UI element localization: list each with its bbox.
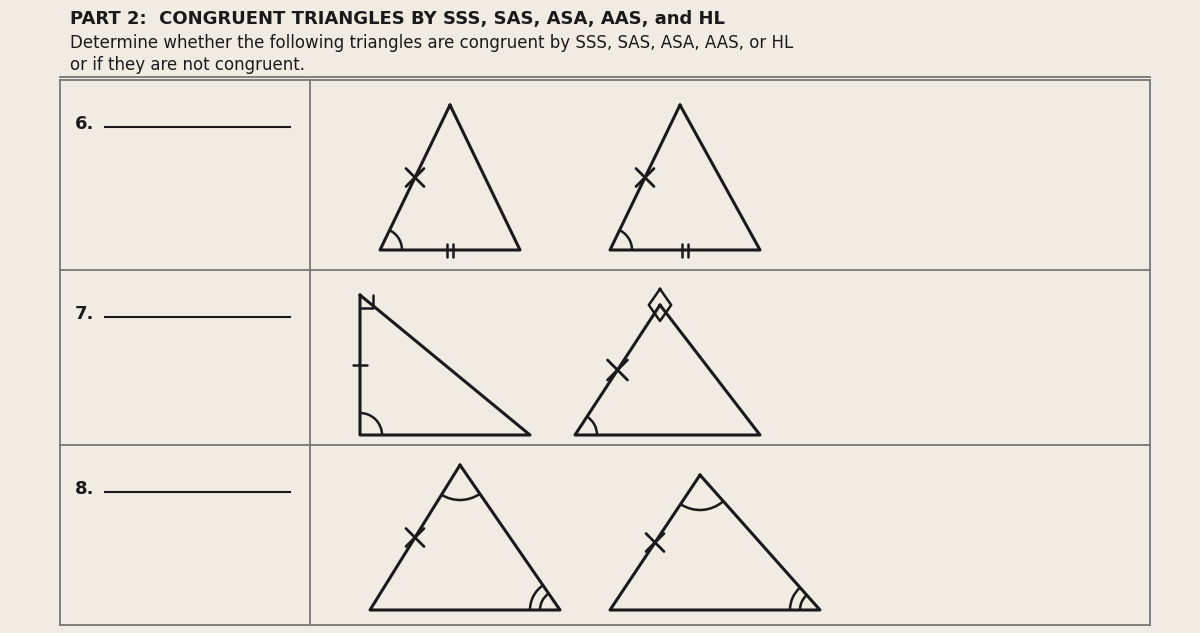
Text: Determine whether the following triangles are congruent by SSS, SAS, ASA, AAS, o: Determine whether the following triangle… — [70, 34, 793, 52]
Text: 6.: 6. — [74, 115, 95, 133]
Text: or if they are not congruent.: or if they are not congruent. — [70, 56, 305, 74]
Text: 7.: 7. — [74, 305, 95, 323]
Text: 8.: 8. — [74, 480, 95, 498]
Text: PART 2:  CONGRUENT TRIANGLES BY SSS, SAS, ASA, AAS, and HL: PART 2: CONGRUENT TRIANGLES BY SSS, SAS,… — [70, 10, 725, 28]
